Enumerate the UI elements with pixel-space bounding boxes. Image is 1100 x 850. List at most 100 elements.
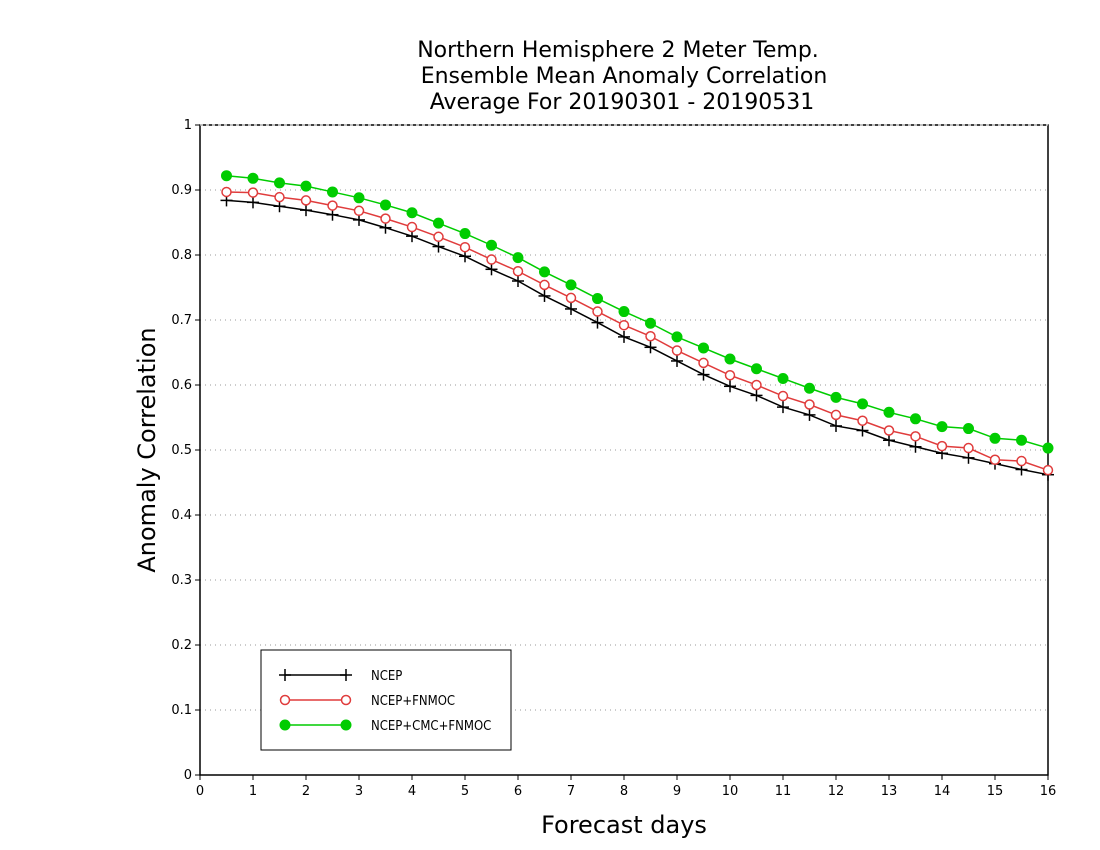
chart-title-line-1: Northern Hemisphere 2 Meter Temp.	[417, 38, 819, 63]
series-0-point-23	[830, 419, 842, 432]
chart-title-line-2: Ensemble Mean Anomaly Correlation	[421, 64, 828, 89]
series-2-point-3	[300, 180, 312, 192]
series-2-point-1	[247, 172, 259, 184]
series-2-point-11	[512, 252, 524, 264]
series-2-point-15	[618, 306, 630, 318]
series-2-point-4	[327, 186, 338, 198]
legend-label-2: NCEP+CMC+FNMOC	[371, 719, 491, 734]
series-0-point-26	[909, 440, 922, 453]
series-2-point-5	[353, 192, 365, 204]
legend-label-1: NCEP+FNMOC	[371, 694, 455, 709]
series-2-point-19	[724, 353, 736, 365]
series-0-point-22	[803, 408, 816, 421]
series-1-point-2	[274, 191, 285, 203]
x-tick-label-8: 8	[620, 784, 628, 799]
series-1-point-5	[353, 205, 365, 217]
y-tick-label-4: 0.4	[171, 508, 192, 523]
series-2-point-9	[459, 228, 471, 240]
series-2-point-12	[539, 266, 550, 278]
legend-entry-2: NCEP+CMC+FNMOC	[279, 719, 491, 734]
series-2-point-26	[910, 413, 921, 425]
series-2-point-22	[804, 382, 815, 394]
legend: NCEP NCEP+FNMOC NCEP+CMC+FNMOC	[260, 649, 512, 751]
series-1-point-18	[698, 357, 709, 369]
legend-marker-right-1	[340, 694, 352, 706]
series-0-point-8	[432, 240, 445, 253]
y-tick-label-8: 0.8	[171, 248, 192, 263]
y-tick-label-0: 0	[184, 768, 192, 783]
axis-ticks: 00.10.20.30.40.50.60.70.80.910 1 2 3 4 5 6 7 8 9 1…	[171, 118, 1056, 799]
series-1-point-11	[512, 266, 524, 277]
grid	[200, 189, 1048, 711]
y-tick-label-6: 0.6	[171, 378, 192, 393]
x-tick-label-1: 1	[249, 784, 257, 799]
legend-marker-right-2	[340, 719, 352, 731]
series-1-point-12	[539, 279, 550, 291]
series-0-point-24	[856, 424, 869, 437]
series-1-point-8	[433, 231, 444, 243]
y-tick-label-5: 0.5	[171, 443, 192, 458]
x-tick-label-5: 5	[461, 784, 469, 799]
series-2-point-13	[565, 279, 577, 291]
y-tick-label-1: 0.1	[171, 703, 192, 718]
series-0-point-15	[618, 330, 630, 343]
series-1-point-16	[645, 331, 656, 342]
series-1-point-9	[459, 241, 471, 253]
x-axis-title: Forecast days	[541, 811, 707, 839]
chart-title-line-3: Average For 20190301 - 20190531	[430, 90, 815, 115]
series-0-point-1	[247, 196, 259, 209]
x-tick-label-9: 9	[673, 784, 681, 799]
series-0-point-10	[485, 263, 498, 276]
series-2-point-25	[883, 406, 895, 418]
series-2-point-18	[698, 342, 709, 354]
series-2-point-10	[486, 239, 497, 251]
legend-marker-left-2	[279, 719, 291, 731]
series-0-point-11	[512, 275, 524, 287]
y-tick-label-3: 0.3	[171, 573, 192, 588]
legend-entry-0: NCEP	[279, 669, 402, 684]
series-2-point-23	[830, 391, 842, 403]
series-1	[221, 186, 1054, 476]
x-tick-label-15: 15	[987, 784, 1004, 799]
series-0-point-17	[671, 354, 683, 367]
x-tick-label-0: 0	[196, 784, 204, 799]
series-1-point-19	[724, 370, 736, 381]
series-2-point-30	[1016, 434, 1027, 446]
series-2-point-21	[777, 373, 789, 384]
legend-marker-right-0	[340, 669, 352, 681]
legend-entry-1: NCEP+FNMOC	[279, 694, 455, 709]
series-1-point-24	[857, 415, 868, 426]
series-line-2	[226, 174, 1049, 449]
series-2	[221, 170, 1054, 454]
series-1-point-1	[247, 187, 259, 198]
series-2-point-2	[274, 177, 285, 189]
y-axis-title: Anomaly Correlation	[133, 327, 161, 572]
legend-label-0: NCEP	[371, 669, 402, 684]
series-0-point-13	[565, 302, 577, 315]
series-0-point-16	[644, 341, 657, 354]
x-tick-label-11: 11	[775, 784, 792, 799]
series-1-point-14	[592, 306, 603, 317]
series-2-point-31	[1042, 442, 1054, 454]
series-1-point-20	[751, 379, 762, 391]
legend-marker-left-0	[279, 669, 291, 681]
y-tick-label-9: 0.9	[171, 183, 192, 198]
series-2-point-0	[221, 170, 232, 182]
x-tick-label-2: 2	[302, 784, 310, 799]
series-1-point-0	[221, 186, 232, 198]
x-tick-label-3: 3	[355, 784, 363, 799]
series-1-point-29	[989, 454, 1001, 465]
series-2-point-27	[936, 421, 948, 433]
series-1-point-28	[963, 442, 974, 454]
series-2-point-14	[592, 293, 603, 305]
y-tick-label-2: 0.2	[171, 638, 192, 653]
x-tick-label-12: 12	[828, 784, 845, 799]
series-1-point-27	[936, 440, 948, 452]
x-tick-label-16: 16	[1040, 784, 1057, 799]
series-2-point-16	[645, 317, 656, 329]
series-1-point-10	[486, 254, 497, 265]
series-1-point-13	[565, 292, 577, 304]
series-0-point-19	[724, 380, 736, 393]
series-2-point-7	[406, 207, 418, 219]
